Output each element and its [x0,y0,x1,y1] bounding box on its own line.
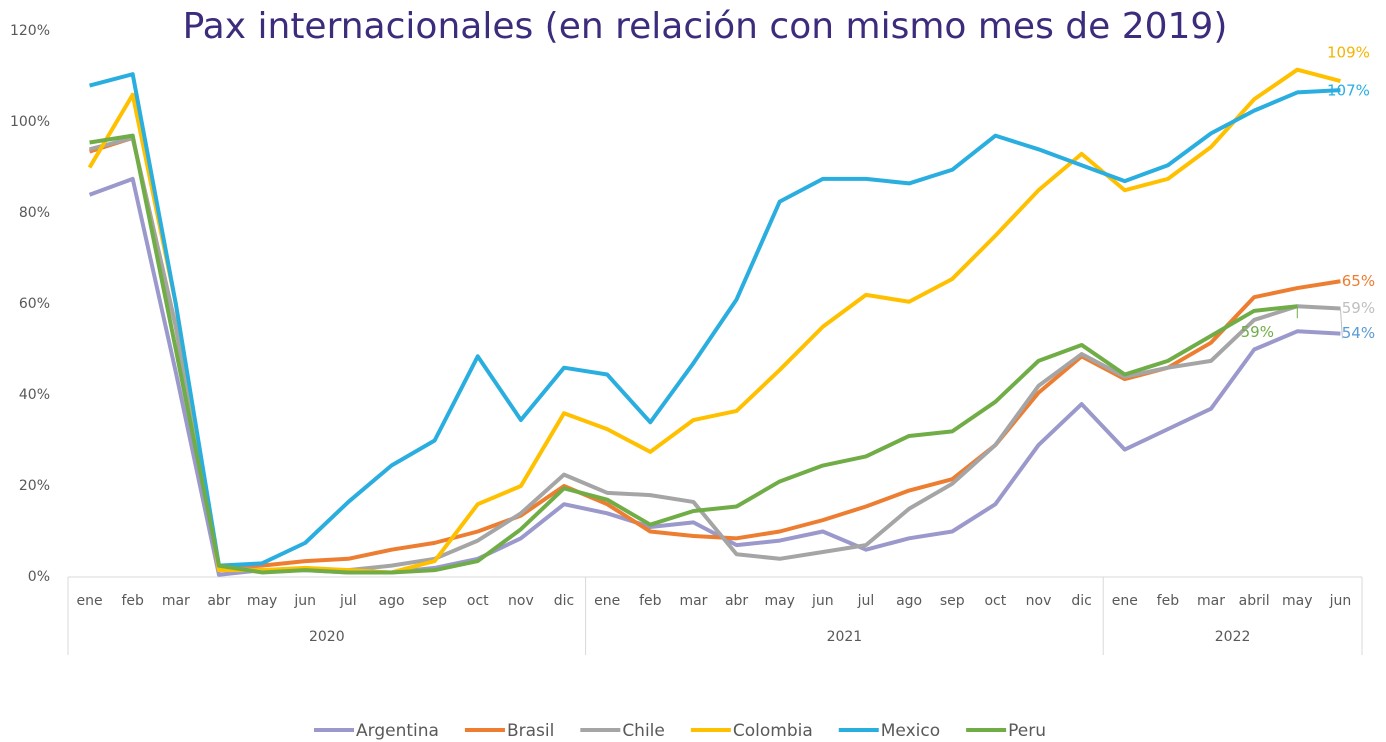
x-tick-label: sep [940,593,965,609]
x-tick-label: abr [207,593,230,609]
x-tick-label: jun [1329,593,1352,609]
series-line [89,72,1341,568]
series-line [88,176,1341,577]
value-label: 109% [1327,44,1370,62]
x-tick-label: may [1282,593,1313,609]
x-tick-label: mar [162,593,190,609]
x-tick-label: jul [857,593,875,609]
legend-label: Argentina [356,721,439,741]
group-label: 2020 [309,629,345,645]
value-label: 65% [1342,272,1375,290]
x-tick-label: mar [1197,593,1225,609]
x-tick-label: ene [594,593,620,609]
group-label: 2022 [1215,629,1251,645]
y-tick-label: 0% [28,569,50,585]
x-tick-label: ene [77,593,103,609]
x-tick-label: abr [725,593,748,609]
value-label: 54% [1342,324,1375,342]
y-tick-label: 80% [19,205,50,221]
x-tick-label: dic [554,593,574,609]
legend-label: Chile [622,721,665,741]
legend-label: Brasil [507,721,554,741]
x-tick-label: oct [984,593,1006,609]
series-line [88,135,1341,570]
x-tick-label: ago [896,593,922,609]
y-tick-label: 100% [10,114,50,130]
series-line [89,135,1341,573]
x-tick-label: jun [293,593,316,609]
x-tick-label: ene [1112,593,1138,609]
y-tick-label: 120% [10,23,50,39]
value-label: 59% [1241,323,1274,341]
value-label: 59% [1342,299,1375,317]
x-tick-label: sep [422,593,447,609]
x-tick-label: feb [1157,593,1180,609]
x-tick-label: jul [339,593,357,609]
value-label: 107% [1327,82,1370,100]
x-tick-label: may [764,593,795,609]
y-tick-label: 60% [19,296,50,312]
x-tick-label: ago [378,593,404,609]
x-tick-label: abril [1239,593,1270,609]
series-line [87,67,1341,575]
legend-label: Colombia [733,721,813,741]
x-tick-label: may [247,593,278,609]
x-tick-label: dic [1071,593,1091,609]
chart-title: Pax internacionales (en relación con mis… [183,6,1228,47]
x-tick-label: nov [508,593,534,609]
series-line [89,133,1298,575]
group-label: 2021 [827,629,863,645]
legend-label: Mexico [881,721,940,741]
x-tick-label: mar [679,593,707,609]
y-tick-label: 20% [19,478,50,494]
x-tick-label: jun [811,593,834,609]
legend-label: Peru [1008,721,1046,741]
y-tick-label: 40% [19,387,50,403]
x-tick-label: feb [639,593,662,609]
x-tick-label: feb [121,593,144,609]
x-tick-label: nov [1026,593,1052,609]
x-tick-label: oct [467,593,489,609]
leader-line [1339,308,1343,339]
